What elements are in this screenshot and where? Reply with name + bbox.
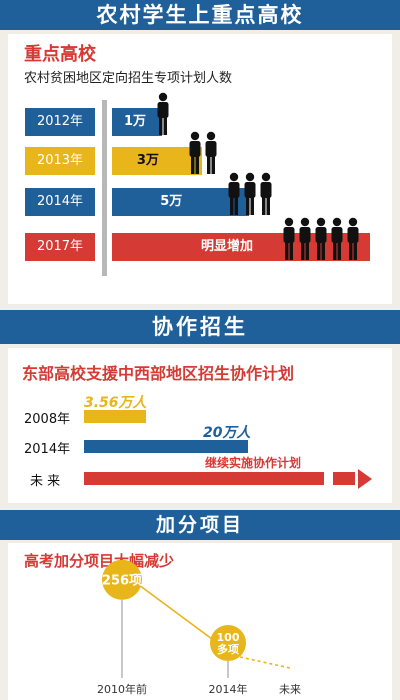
person-icon [283,217,295,260]
plan-bar-label: 3万 [136,153,159,168]
person-icon [189,131,201,174]
collab-year-label: 未 来 [30,474,61,489]
banner-rural-students: 农村学生上重点高校 [0,0,400,30]
year-box: 2012年 [25,108,95,136]
person-icon [299,217,311,260]
collab-future-bar [84,472,324,485]
collab-year-label: 2014年 [24,442,71,457]
collab-year-label: 2008年 [24,412,71,427]
section1-subtitle: 农村贫困地区定向招生专项计划人数 [24,71,233,86]
section2-title: 东部高校支援中西部地区招生协作计划 [22,364,295,383]
plan-bar-label: 明显增加 [201,239,254,254]
x-axis-label: 2014年 [209,682,248,696]
collab-bar [84,440,248,453]
bonus-items-chart: 256项 100 多项 2010年前 2014年 未来 [97,559,301,696]
person-icon [331,217,343,260]
person-icon [205,131,217,174]
collab-bar-label: 3.56万人 [84,395,147,411]
data-bubble [102,559,142,600]
person-icon [228,172,239,215]
people-group [282,217,360,261]
year-box: 2014年 [25,188,95,216]
panel-bonus-items [8,543,392,700]
person-icon [315,217,327,260]
collab-bar-label: 继续实施协作计划 [205,456,302,470]
trend-line [139,585,213,640]
person-icon [260,172,271,215]
arrow-right-icon [358,469,372,489]
trend-line-future [239,656,291,669]
plan-bar [112,147,202,175]
x-axis-label: 未来 [279,683,301,696]
plan-bar [112,188,249,216]
section1-title: 重点高校 [24,44,96,65]
section3-title: 高考加分项目大幅减少 [24,552,175,570]
plan-bar-label: 5万 [160,194,183,209]
plan-bar [112,108,162,136]
x-axis-label: 2010年前 [97,682,147,696]
year-box: 2013年 [25,147,95,175]
people-group [156,92,170,136]
collab-bar-label: 20万人 [203,425,251,441]
person-icon [347,217,359,260]
plan-bar-label: 1万 [124,114,147,129]
people-group [227,172,273,216]
collab-bar [84,410,146,423]
people-group [188,131,218,175]
banner-collaborative-enrollment: 协作招生 [0,310,400,344]
banner-bonus-points: 加分项目 [0,510,400,540]
bubble-label: 256项 [102,574,142,589]
data-bubble [210,625,246,661]
person-icon [244,172,255,215]
person-icon [157,92,169,135]
collab-future-bar-segment [333,472,355,485]
plan-bar [112,233,370,261]
year-box: 2017年 [25,233,95,261]
timeline-divider [102,100,107,276]
bubble-label: 100 多项 [217,631,240,656]
